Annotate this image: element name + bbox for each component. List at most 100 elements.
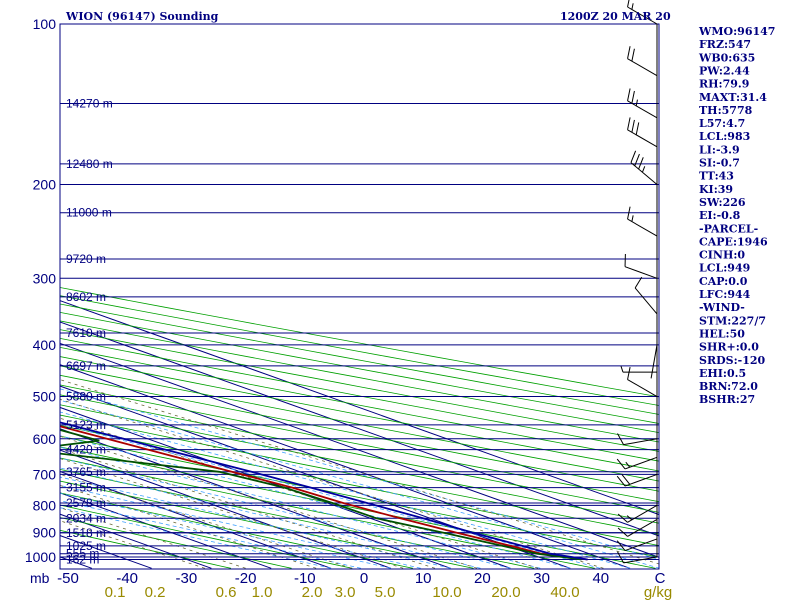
- dry-adiabat: [60, 492, 413, 569]
- index-item: -WIND-: [699, 301, 745, 314]
- height-label: 555 m: [66, 547, 99, 561]
- temperature-tick-label: C: [655, 570, 666, 587]
- index-item: FRZ:547: [699, 38, 751, 51]
- moist-adiabat: [60, 485, 421, 569]
- dry-adiabat: [60, 346, 659, 462]
- background-grid: [0, 24, 659, 569]
- index-item: HEL:50: [699, 327, 745, 340]
- isotherm-line: [60, 428, 451, 569]
- mixing-ratio-tick-label: 3.0: [335, 584, 356, 600]
- temperature-tick-label: -40: [116, 570, 138, 587]
- dry-adiabat: [60, 425, 659, 546]
- temperature-tick-label: -50: [57, 570, 79, 587]
- pressure-tick-label: 600: [33, 431, 57, 447]
- index-item: SHR+:0.0: [699, 341, 759, 354]
- pressure-tick-label: 200: [33, 176, 57, 192]
- wind-barb-half: [631, 3, 634, 10]
- wind-barb-flag: [630, 150, 637, 163]
- wind-barb-flag: [627, 206, 631, 220]
- wind-barb-staff: [624, 473, 658, 487]
- temperature-tick-label: 0: [360, 570, 368, 587]
- mixing-ratio-tick-label: 0.2: [145, 584, 166, 600]
- wind-barb-staff: [623, 438, 658, 446]
- index-item: LCL:949: [699, 262, 750, 275]
- index-item: SI:-0.7: [699, 157, 740, 170]
- index-item: WB0:635: [698, 51, 755, 64]
- wind-barb-flag: [616, 458, 626, 470]
- height-label: 9720 m: [66, 252, 106, 266]
- dry-adiabat: [60, 374, 659, 492]
- index-item: CAPE:1946: [699, 235, 768, 248]
- height-label: 2578 m: [66, 496, 106, 510]
- isotherm-line: [60, 321, 659, 537]
- mixing-ratio-line: [60, 398, 604, 569]
- wind-barb-flag: [631, 90, 635, 104]
- dry-adiabat: [60, 337, 659, 452]
- height-label: 11000 m: [66, 206, 112, 220]
- pressure-tick-label: 700: [33, 466, 57, 482]
- wind-barb-staff: [627, 379, 658, 397]
- index-item: SW:226: [699, 196, 746, 209]
- index-item: WMO:96147: [698, 25, 775, 38]
- wind-barb-flag: [617, 551, 624, 564]
- height-label: 3765 m: [66, 465, 106, 479]
- wind-barb-staff: [624, 456, 658, 470]
- isotherm-line: [0, 24, 32, 568]
- mixing-ratio-tick-label: 40.0: [550, 584, 579, 600]
- pressure-tick-label: 1000: [25, 549, 56, 565]
- wind-barb-staff: [627, 504, 658, 523]
- isotherm-line: [60, 492, 272, 569]
- temperature-tick-label: 30: [533, 570, 550, 587]
- parcel-line: [60, 421, 588, 561]
- temperature-tick-label: 40: [592, 570, 609, 587]
- wind-barb-flag: [617, 433, 624, 445]
- temperature-tick-label: 10: [415, 570, 432, 587]
- temperature-line: [60, 425, 588, 561]
- height-label: 2034 m: [66, 511, 106, 525]
- wind-barb-half: [626, 515, 633, 521]
- wind-barb-staff: [650, 344, 658, 379]
- wind-barb: [617, 433, 658, 446]
- wind-barb: [627, 46, 658, 77]
- mixing-ratio-line: [60, 379, 659, 565]
- height-label: 1025 m: [66, 539, 106, 553]
- mixing-ratio-tick-label: g/kg: [644, 584, 672, 600]
- mixing-ratio-tick-label: 5.0: [375, 584, 396, 600]
- dry-adiabat: [60, 394, 659, 513]
- mixing-ratio-tick-label: 0.6: [216, 584, 237, 600]
- mixing-ratio-tick-label: 1.0: [252, 584, 273, 600]
- wind-barb-flag: [627, 0, 630, 8]
- wind-barb-flag: [621, 474, 631, 485]
- mixing-ratio-line: [60, 473, 352, 569]
- pressure-tick-label: 900: [33, 525, 57, 541]
- isotherm-line: [60, 449, 391, 569]
- index-item: LCL:983: [699, 130, 750, 143]
- height-label: 162 m: [66, 553, 99, 567]
- height-label: 14270 m: [66, 97, 113, 111]
- dry-adiabat: [60, 435, 659, 558]
- wind-barb: [624, 254, 658, 279]
- index-item: LI:-3.9: [699, 143, 740, 156]
- pressure-tick-label: 300: [33, 270, 57, 286]
- wind-barb-staff: [630, 162, 658, 185]
- wind-barb-half: [625, 461, 631, 468]
- pressure-tick-label: 400: [33, 337, 57, 353]
- wind-barb: [650, 344, 658, 379]
- wind-barb-flag: [617, 527, 628, 537]
- wind-barb-flag: [617, 513, 628, 523]
- wind-barb-staff: [634, 287, 658, 315]
- wind-barb-half: [635, 99, 638, 106]
- wind-barb: [634, 276, 658, 315]
- wind-barb: [627, 88, 658, 119]
- wind-barb: [616, 538, 658, 552]
- height-label: 8602 m: [66, 290, 106, 304]
- wind-barb: [617, 504, 658, 523]
- index-item: BSHR:27: [699, 393, 755, 406]
- wind-barb-flag: [635, 122, 640, 135]
- mixing-ratio-line: [60, 520, 205, 569]
- height-label: 12480 m: [66, 157, 113, 171]
- index-item: STM:227/7: [699, 314, 766, 327]
- wind-barb: [627, 206, 658, 237]
- height-label: 3155 m: [66, 481, 106, 495]
